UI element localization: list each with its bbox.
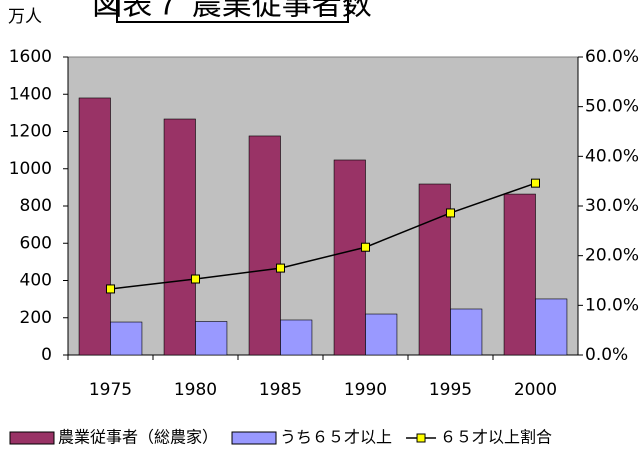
x-tick-label: 1990	[344, 380, 387, 400]
bar	[333, 159, 366, 356]
x-tick-label: 1985	[259, 380, 302, 400]
line	[110, 182, 536, 290]
bar	[418, 183, 451, 356]
x-tick-label: 1980	[174, 380, 217, 400]
legend-swatch	[231, 431, 277, 445]
marker	[191, 274, 200, 284]
y2-tick-label: 0.0%	[585, 345, 628, 365]
bar	[248, 135, 281, 356]
x-tick-label: 2000	[514, 380, 557, 400]
y-axis-label: 万人	[8, 7, 42, 27]
marker	[531, 178, 540, 188]
y-tick-label: 600	[20, 233, 52, 253]
legend-marker	[416, 433, 426, 443]
y2-tick-label: 60.0%	[585, 47, 639, 67]
bar	[365, 313, 398, 356]
bar	[195, 321, 228, 356]
y2-tick-label: 50.0%	[585, 97, 639, 117]
y2-tick-label: 20.0%	[585, 246, 639, 266]
bar	[450, 308, 483, 356]
y-tick-label: 1400	[9, 84, 52, 104]
y-tick-label: 1600	[9, 47, 52, 67]
y-tick-label: 200	[20, 308, 52, 328]
marker	[361, 242, 370, 252]
bar	[280, 319, 313, 356]
bar	[535, 298, 568, 356]
legend-label: 農業従事者（総農家）	[58, 428, 218, 447]
bar	[78, 97, 111, 356]
bar	[163, 118, 196, 356]
plot-area	[67, 56, 579, 356]
y-tick-label: 0	[41, 345, 52, 365]
x-tick-label: 1975	[89, 380, 132, 400]
y-tick-label: 1200	[9, 122, 52, 142]
y2-tick-label: 30.0%	[585, 196, 639, 216]
marker	[106, 284, 115, 294]
y2-tick-label: 10.0%	[585, 295, 639, 315]
legend-label: うち６５才以上	[280, 428, 392, 447]
y-tick-label: 800	[20, 196, 52, 216]
legend-label: ６５才以上割合	[440, 428, 552, 447]
bar	[503, 193, 536, 356]
y-tick-label: 400	[20, 271, 52, 291]
marker	[446, 208, 455, 218]
title-box	[116, 0, 349, 23]
x-tick-label: 1995	[429, 380, 472, 400]
marker	[276, 263, 285, 273]
y2-tick-label: 40.0%	[585, 146, 639, 166]
chart-title: 図表７ 農業従事者数	[92, 0, 372, 23]
bar	[110, 321, 143, 356]
legend-swatch	[9, 431, 55, 445]
y-tick-label: 1000	[9, 159, 52, 179]
